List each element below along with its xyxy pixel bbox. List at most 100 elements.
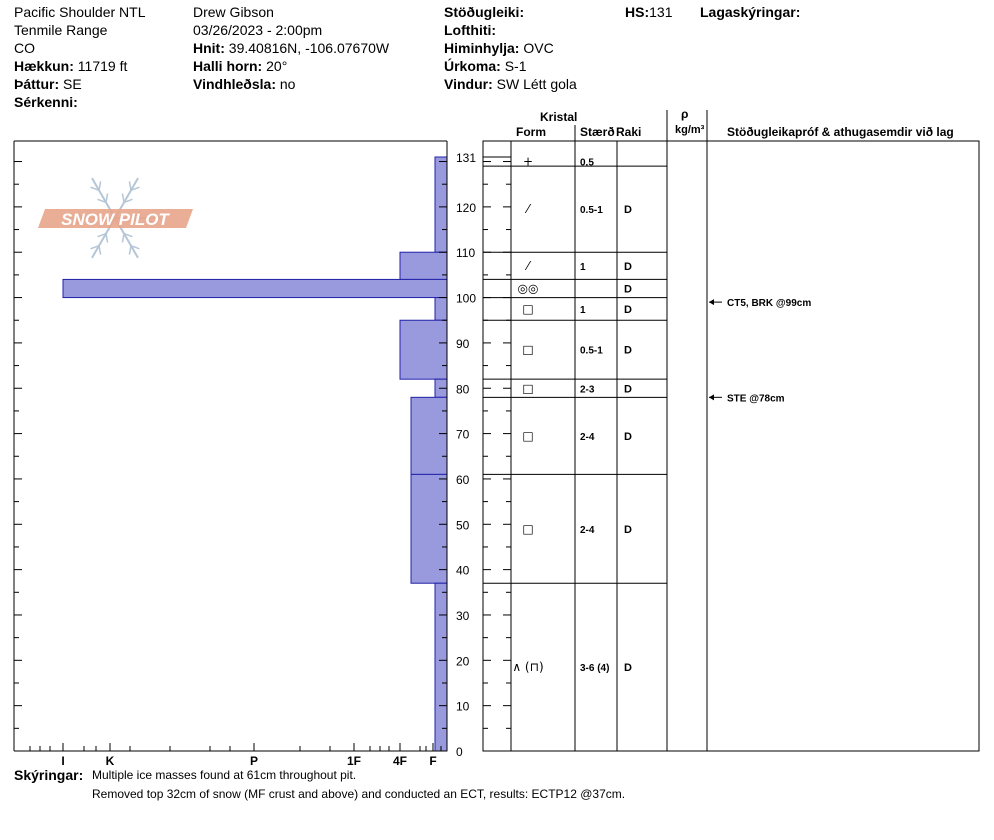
state-name: CO <box>14 40 35 56</box>
table-border <box>482 140 980 752</box>
hardness-tick-label: I <box>61 754 64 768</box>
snowflake-branch <box>121 233 125 243</box>
logo-text: SNOW PILOT <box>61 210 170 229</box>
sky-label: Himinhylja: <box>444 40 520 56</box>
snowflake-branch <box>130 245 140 250</box>
snowflake-branch <box>90 186 100 191</box>
y-tick-label: 110 <box>456 246 475 260</box>
y-tick-label: 100 <box>456 292 476 306</box>
snowflake-branch <box>97 198 107 204</box>
y-tick-label: 20 <box>456 654 470 668</box>
moisture: D <box>624 345 632 357</box>
density-rho-header: ρ <box>681 107 689 121</box>
snowflake-branch <box>128 245 132 255</box>
y-tick-label: 30 <box>456 609 470 623</box>
crystal-form: ∧ (⊓) <box>512 660 543 674</box>
comment-line-2: Removed top 32cm of snow (MF crust and a… <box>92 787 626 801</box>
hardness-bar <box>434 582 448 752</box>
moisture: D <box>624 204 632 216</box>
slope-value: 20° <box>266 58 288 74</box>
snowflake-branch <box>123 232 133 238</box>
elevation-value: 11719 ft <box>77 58 128 74</box>
size-header: Stærð <box>580 125 615 139</box>
snowflake-branch <box>130 186 140 191</box>
density-unit-header: kg/m³ <box>675 124 705 136</box>
wind-label: Vindur: <box>444 76 493 92</box>
y-tick-label: 40 <box>456 564 470 578</box>
hardness-axis: I K P 1F 4F F <box>29 743 442 768</box>
crystal-form: □ <box>522 343 533 357</box>
hardness-bar <box>434 156 448 253</box>
crystal-size: 3-6 (4) <box>580 663 609 674</box>
moisture: D <box>624 524 632 536</box>
y-tick-label: 90 <box>456 337 470 351</box>
chart-frame <box>13 140 448 752</box>
crystal-table: +0.5 ⁄ 0.5-1 D ⁄ 1 D ◎◎ D □ 1 D □ 0.5-1 D □ 2-3 D □ 2-4 D □ 2-… <box>482 110 980 752</box>
hardness-tick-label: F <box>429 754 436 768</box>
crystal-size: 1 <box>580 262 586 273</box>
observer-name: Drew Gibson <box>193 4 274 20</box>
crystal-size: 2-3 <box>580 384 595 395</box>
elevation: Hækkun: 11719 ft <box>14 58 127 74</box>
moisture: D <box>624 431 632 443</box>
hs-label: HS: <box>625 4 650 20</box>
y-tick-label: 60 <box>456 473 470 487</box>
wind-value: SW Létt gola <box>496 76 577 92</box>
crystal-size: 0.5-1 <box>580 346 603 357</box>
moisture: D <box>624 304 632 316</box>
hardness-bar <box>410 473 448 584</box>
snowpilot-logo: SNOW PILOT <box>38 177 193 259</box>
y-tick-label: 70 <box>456 428 470 442</box>
location-name: Pacific Shoulder NTL <box>14 4 146 20</box>
logo-banner <box>38 209 193 228</box>
snowflake-branch <box>90 245 100 250</box>
snowflake-branch <box>98 245 102 255</box>
crystal-size: 0.5 <box>580 158 594 169</box>
moisture: D <box>624 383 632 395</box>
stability-tests: CT5, BRK @99cm STE @78cm <box>709 298 811 404</box>
moisture-header: Raki <box>616 125 642 139</box>
hardness-bar <box>399 251 448 280</box>
crystal-form: ⁄ <box>524 202 532 216</box>
test-arrow-head <box>709 394 714 401</box>
hardness-tick-label: 1F <box>347 754 361 768</box>
y-tick-label: 120 <box>456 201 476 215</box>
crystal-header: Kristal <box>540 110 578 124</box>
crystal-form: □ <box>522 522 533 536</box>
y-tick-label: 10 <box>456 700 470 714</box>
snow-height: HS:131 <box>625 4 672 20</box>
wind-loading-value: no <box>279 76 296 92</box>
crystal-form: □ <box>522 429 533 443</box>
hardness-bar <box>434 297 448 321</box>
wind-loading-label: Vindhleðsla: <box>193 76 276 92</box>
crystal-size: 2-4 <box>580 525 595 536</box>
crystal-size: 0.5-1 <box>580 205 603 216</box>
elevation-label: Hækkun: <box>14 58 74 74</box>
comments-label: Skýringar: <box>14 767 84 783</box>
snowflake-branch <box>121 193 125 203</box>
sky-cover: Himinhylja: OVC <box>444 40 554 56</box>
crystal-form: □ <box>522 381 533 395</box>
test-result-label: STE @78cm <box>727 393 785 404</box>
test-result-label: CT5, BRK @99cm <box>727 298 811 309</box>
moisture: D <box>624 283 632 295</box>
features-label: Sérkenni: <box>14 94 78 110</box>
hardness-tick-label: P <box>250 754 258 768</box>
test-arrow-head <box>709 299 714 306</box>
snowflake-branch <box>105 233 109 243</box>
hardness-bar <box>62 278 448 299</box>
precip-value: S-1 <box>504 58 527 74</box>
crystal-form: □ <box>522 302 533 316</box>
snowflake-branch <box>97 232 107 238</box>
slope-angle: Halli horn: 20° <box>193 58 287 74</box>
range-name: Tenmile Range <box>14 22 108 38</box>
snowflake-branch <box>105 193 109 203</box>
hardness-bar <box>399 319 448 380</box>
observation-datetime: 03/26/2023 - 2:00pm <box>193 22 323 38</box>
crystal-form: ⁄ <box>524 259 532 273</box>
crystal-size: 1 <box>580 305 586 316</box>
coords-label: Hnit: <box>193 40 225 56</box>
hardness-bars <box>62 156 448 752</box>
snowflake-branch <box>98 181 102 191</box>
